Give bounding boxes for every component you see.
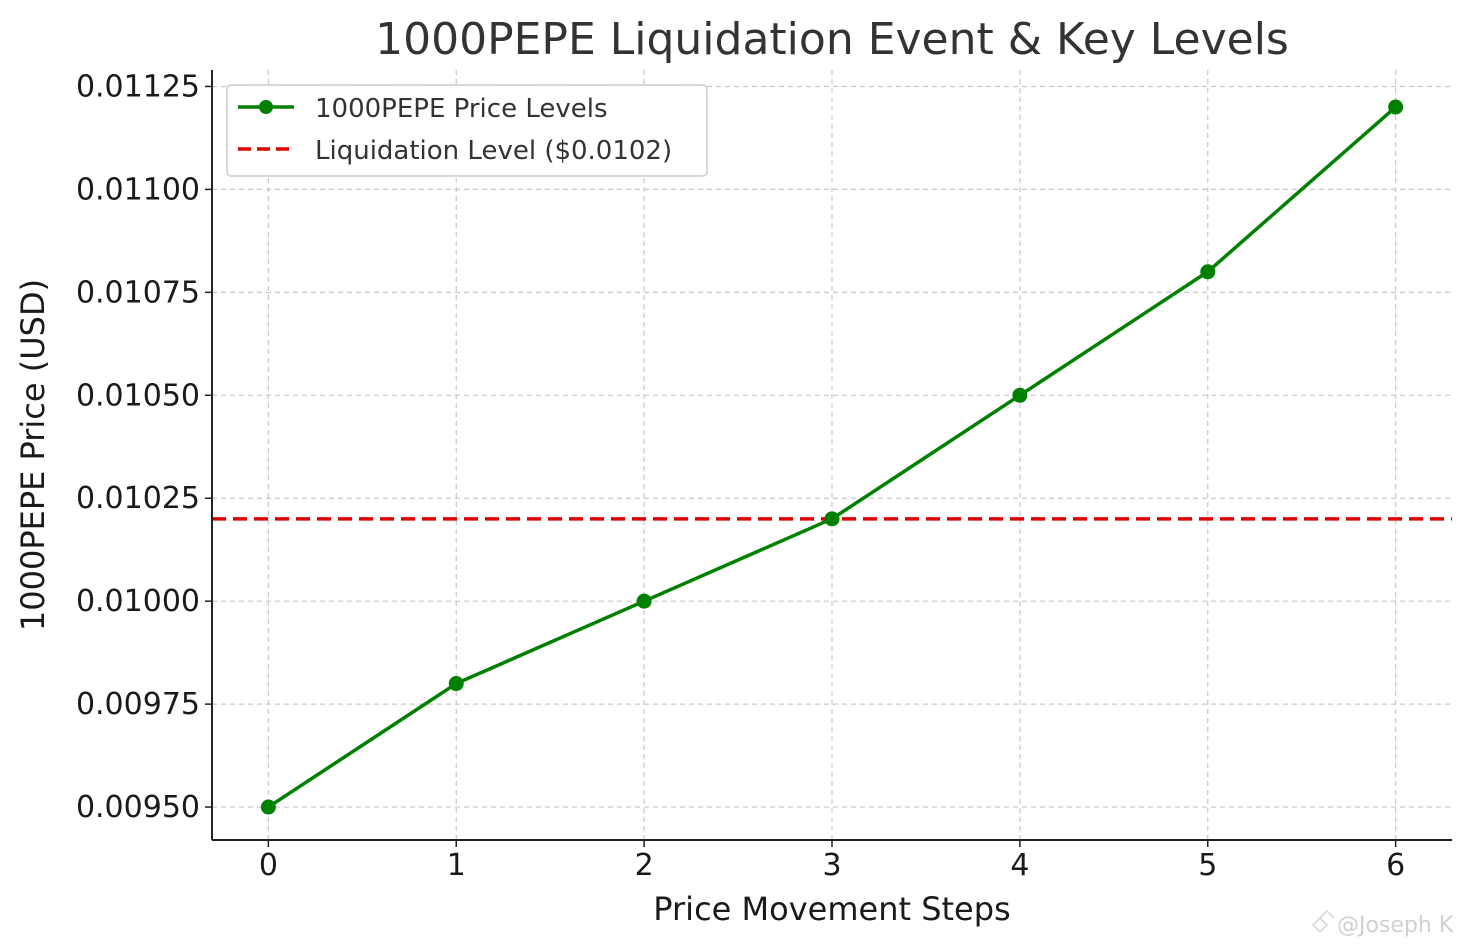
price-point bbox=[260, 799, 276, 815]
y-tick-label: 0.01050 bbox=[76, 378, 200, 413]
chart-title: 1000PEPE Liquidation Event & Key Levels bbox=[375, 14, 1289, 65]
watermark-text: @Joseph K bbox=[1337, 913, 1454, 938]
price-point bbox=[1012, 387, 1028, 403]
price-point bbox=[448, 676, 464, 692]
x-tick-label: 0 bbox=[259, 848, 278, 883]
x-tick-label: 2 bbox=[635, 848, 654, 883]
y-tick-label: 0.00975 bbox=[76, 687, 200, 722]
legend: 1000PEPE Price Levels Liquidation Level … bbox=[226, 84, 708, 177]
y-tick-label: 0.01075 bbox=[76, 275, 200, 310]
y-tick-label: 0.01025 bbox=[76, 481, 200, 516]
price-point bbox=[824, 511, 840, 527]
legend-label-price: 1000PEPE Price Levels bbox=[315, 94, 608, 124]
x-tick-label: 4 bbox=[1010, 848, 1029, 883]
x-tick-label: 6 bbox=[1386, 848, 1405, 883]
y-axis-title: 1000PEPE Price (USD) bbox=[14, 279, 52, 631]
y-tick-label: 0.01125 bbox=[76, 69, 200, 104]
y-tick-label: 0.01000 bbox=[76, 584, 200, 619]
grid bbox=[212, 70, 1452, 840]
watermark: @Joseph K bbox=[1311, 909, 1454, 938]
x-axis-title: Price Movement Steps bbox=[653, 890, 1010, 928]
watermark-logo-icon bbox=[1311, 909, 1335, 934]
price-point bbox=[1388, 99, 1404, 115]
price-point bbox=[636, 593, 652, 609]
legend-marker-price bbox=[259, 100, 273, 114]
axes: 0 1 2 3 4 5 6 0.00950 0.00975 0.01000 0.01025 0.010… bbox=[76, 69, 1452, 883]
legend-frame bbox=[226, 84, 708, 177]
x-tick-label: 1 bbox=[447, 848, 466, 883]
y-tick-label: 0.00950 bbox=[76, 790, 200, 825]
price-point bbox=[1200, 264, 1216, 280]
x-tick-label: 5 bbox=[1198, 848, 1217, 883]
x-tick-label: 3 bbox=[822, 848, 841, 883]
series bbox=[260, 99, 1404, 815]
y-tick-label: 0.01100 bbox=[76, 172, 200, 207]
legend-label-liquidation: Liquidation Level ($0.0102) bbox=[315, 136, 672, 166]
